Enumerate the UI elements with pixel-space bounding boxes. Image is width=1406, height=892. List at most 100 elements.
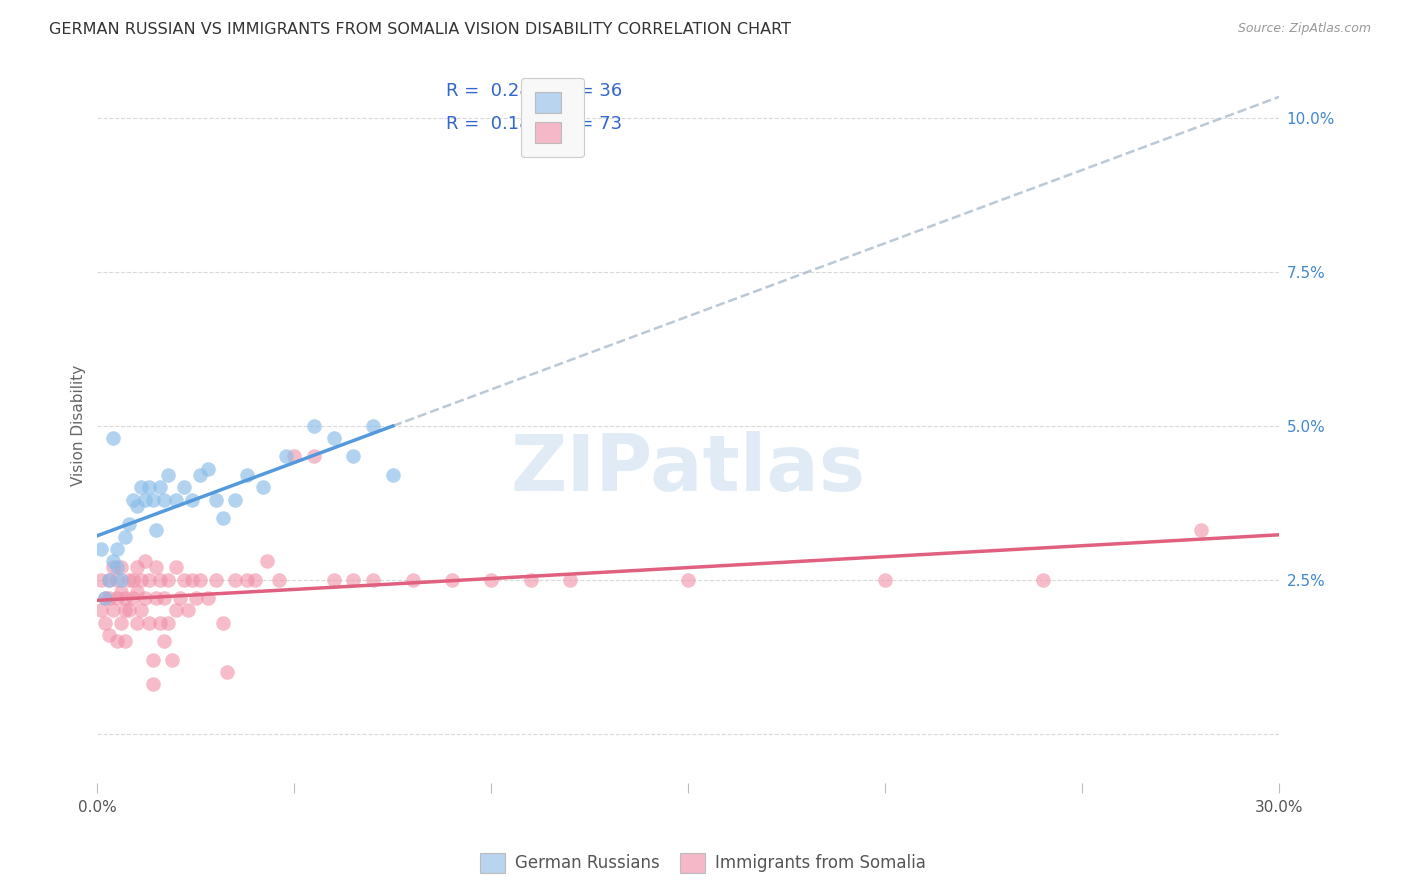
Point	[160, 653, 183, 667]
Point	[224, 492, 246, 507]
Point	[157, 467, 180, 482]
Point	[197, 591, 219, 606]
Point	[105, 560, 128, 574]
Point	[361, 418, 384, 433]
Point	[342, 450, 364, 464]
Point	[94, 591, 117, 606]
Text: R =  0.188   N = 73: R = 0.188 N = 73	[446, 115, 623, 133]
Point	[118, 603, 141, 617]
Point	[145, 591, 167, 606]
Point	[204, 573, 226, 587]
Point	[125, 560, 148, 574]
Point	[252, 480, 274, 494]
Point	[479, 573, 502, 587]
Point	[243, 573, 266, 587]
Point	[276, 450, 298, 464]
Point	[381, 467, 404, 482]
Point	[224, 573, 246, 587]
Point	[302, 418, 325, 433]
Point	[134, 591, 156, 606]
Point	[110, 560, 132, 574]
Point	[401, 573, 423, 587]
Point	[267, 573, 290, 587]
Point	[114, 603, 136, 617]
Point	[101, 554, 124, 568]
Point	[141, 677, 163, 691]
Point	[90, 541, 112, 556]
Point	[322, 431, 344, 445]
Point	[197, 462, 219, 476]
Point	[141, 653, 163, 667]
Point	[157, 573, 180, 587]
Point	[145, 524, 167, 538]
Point	[105, 634, 128, 648]
Point	[114, 530, 136, 544]
Point	[110, 573, 132, 587]
Point	[110, 585, 132, 599]
Point	[90, 603, 112, 617]
Point	[129, 573, 152, 587]
Point	[125, 585, 148, 599]
Point	[188, 573, 211, 587]
Text: ZIPatlas: ZIPatlas	[510, 431, 866, 507]
Point	[121, 573, 143, 587]
Legend: German Russians, Immigrants from Somalia: German Russians, Immigrants from Somalia	[474, 847, 932, 880]
Point	[101, 431, 124, 445]
Point	[256, 554, 278, 568]
Point	[138, 615, 160, 630]
Point	[118, 517, 141, 532]
Point	[145, 560, 167, 574]
Point	[165, 603, 187, 617]
Point	[165, 492, 187, 507]
Point	[1032, 573, 1054, 587]
Point	[105, 541, 128, 556]
Point	[153, 492, 176, 507]
Point	[180, 492, 202, 507]
Point	[560, 573, 582, 587]
Point	[169, 591, 191, 606]
Point	[134, 492, 156, 507]
Point	[125, 615, 148, 630]
Text: R =  0.283   N = 36: R = 0.283 N = 36	[446, 82, 623, 101]
Point	[153, 634, 176, 648]
Point	[114, 634, 136, 648]
Point	[212, 615, 235, 630]
Point	[184, 591, 207, 606]
Point	[149, 615, 172, 630]
Point	[94, 615, 117, 630]
Point	[177, 603, 200, 617]
Point	[114, 591, 136, 606]
Point	[141, 492, 163, 507]
Point	[188, 467, 211, 482]
Point	[302, 450, 325, 464]
Point	[118, 573, 141, 587]
Point	[105, 591, 128, 606]
Point	[165, 560, 187, 574]
Point	[180, 573, 202, 587]
Point	[1189, 524, 1212, 538]
Point	[157, 615, 180, 630]
Point	[129, 603, 152, 617]
Point	[204, 492, 226, 507]
Point	[134, 554, 156, 568]
Point	[98, 573, 121, 587]
Point	[361, 573, 384, 587]
Point	[322, 573, 344, 587]
Point	[520, 573, 543, 587]
Point	[212, 511, 235, 525]
Point	[129, 480, 152, 494]
Point	[98, 573, 121, 587]
Point	[101, 560, 124, 574]
Point	[98, 628, 121, 642]
Point	[236, 573, 259, 587]
Point	[138, 573, 160, 587]
Point	[121, 492, 143, 507]
Point	[105, 573, 128, 587]
Point	[101, 603, 124, 617]
Point	[125, 499, 148, 513]
Point	[149, 480, 172, 494]
Point	[875, 573, 897, 587]
Point	[342, 573, 364, 587]
Point	[110, 615, 132, 630]
Point	[440, 573, 463, 587]
